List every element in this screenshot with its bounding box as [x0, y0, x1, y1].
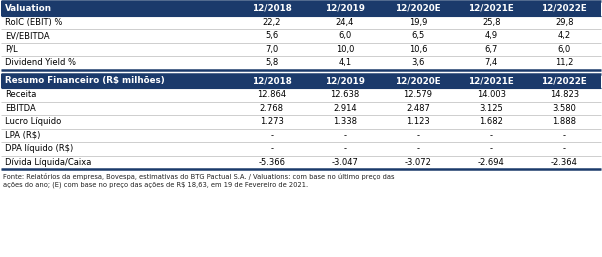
Bar: [1, 142, 601, 155]
Text: Lucro Líquido: Lucro Líquido: [5, 117, 61, 126]
Bar: [1, 88, 601, 102]
Text: 12/2019: 12/2019: [325, 4, 365, 13]
Text: LPA (R$): LPA (R$): [5, 131, 40, 140]
Text: 2.768: 2.768: [259, 104, 284, 113]
Text: -: -: [343, 131, 346, 140]
Text: -: -: [417, 131, 420, 140]
Text: EV/EBITDA: EV/EBITDA: [5, 31, 49, 40]
Text: 12.579: 12.579: [403, 90, 432, 99]
Text: 11,2: 11,2: [555, 58, 574, 67]
Text: 12/2018: 12/2018: [252, 4, 291, 13]
Text: 24,4: 24,4: [335, 18, 354, 27]
Text: RoIC (EBIT) %: RoIC (EBIT) %: [5, 18, 63, 27]
Text: -: -: [343, 144, 346, 153]
Text: 2.914: 2.914: [333, 104, 356, 113]
Bar: [1, 42, 601, 56]
Text: 6,0: 6,0: [558, 45, 571, 54]
Text: 5,6: 5,6: [265, 31, 278, 40]
Text: 12/2019: 12/2019: [325, 76, 365, 85]
Text: -5.366: -5.366: [258, 158, 285, 167]
Text: Dívida Líquida/Caixa: Dívida Líquida/Caixa: [5, 158, 92, 167]
Bar: [1, 128, 601, 142]
Text: 4,1: 4,1: [338, 58, 352, 67]
Bar: [1, 115, 601, 128]
Text: 7,4: 7,4: [485, 58, 498, 67]
Text: 2.487: 2.487: [406, 104, 430, 113]
Text: 5,8: 5,8: [265, 58, 278, 67]
Text: 12/2021E: 12/2021E: [468, 4, 514, 13]
Text: 3.125: 3.125: [479, 104, 503, 113]
Bar: [1, 15, 601, 29]
Text: 6,7: 6,7: [485, 45, 498, 54]
Bar: [1, 102, 601, 115]
Text: -2.694: -2.694: [478, 158, 504, 167]
Text: 6,5: 6,5: [411, 31, 424, 40]
Text: 1.682: 1.682: [479, 117, 503, 126]
Text: ações do ano; (E) com base no preço das ações de R$ 18,63, em 19 de Fevereiro de: ações do ano; (E) com base no preço das …: [3, 182, 308, 188]
Text: -: -: [417, 144, 420, 153]
Text: 1.273: 1.273: [259, 117, 284, 126]
Text: 14.003: 14.003: [477, 90, 506, 99]
Text: -: -: [270, 144, 273, 153]
Text: 1.123: 1.123: [406, 117, 430, 126]
Text: EBITDA: EBITDA: [5, 104, 36, 113]
Text: -: -: [270, 131, 273, 140]
Text: -3.072: -3.072: [405, 158, 432, 167]
Text: Dividend Yield %: Dividend Yield %: [5, 58, 76, 67]
Text: 19,9: 19,9: [409, 18, 427, 27]
Text: 12/2018: 12/2018: [252, 76, 291, 85]
Text: 3,6: 3,6: [411, 58, 424, 67]
Text: 1.338: 1.338: [333, 117, 357, 126]
Text: 1.888: 1.888: [553, 117, 576, 126]
Text: 29,8: 29,8: [555, 18, 574, 27]
Text: 12/2020E: 12/2020E: [395, 4, 441, 13]
Text: 25,8: 25,8: [482, 18, 500, 27]
Text: Receita: Receita: [5, 90, 36, 99]
Text: P/L: P/L: [5, 45, 17, 54]
Text: 10,6: 10,6: [409, 45, 427, 54]
Text: -2.364: -2.364: [551, 158, 578, 167]
Bar: [1, 29, 601, 42]
Text: 3.580: 3.580: [553, 104, 576, 113]
Text: 6,0: 6,0: [338, 31, 352, 40]
Text: 12/2022E: 12/2022E: [542, 4, 588, 13]
Bar: [1, 155, 601, 169]
Text: -: -: [489, 131, 492, 140]
Text: 4,9: 4,9: [485, 31, 498, 40]
Text: 12/2020E: 12/2020E: [395, 76, 441, 85]
Text: 22,2: 22,2: [262, 18, 281, 27]
Bar: [1, 74, 601, 88]
Text: DPA líquido (R$): DPA líquido (R$): [5, 144, 73, 153]
Text: 12.638: 12.638: [330, 90, 359, 99]
Text: 12.864: 12.864: [257, 90, 286, 99]
Text: Valuation: Valuation: [5, 4, 52, 13]
Text: -: -: [563, 144, 566, 153]
Text: Fonte: Relatórios da empresa, Bovespa, estimativas do BTG Pactual S.A. / Valuati: Fonte: Relatórios da empresa, Bovespa, e…: [3, 173, 394, 180]
Text: 12/2021E: 12/2021E: [468, 76, 514, 85]
Text: 14.823: 14.823: [550, 90, 579, 99]
Text: 7,0: 7,0: [265, 45, 278, 54]
Text: 4,2: 4,2: [558, 31, 571, 40]
Text: Resumo Financeiro (R$ milhões): Resumo Financeiro (R$ milhões): [5, 76, 165, 85]
Text: 10,0: 10,0: [335, 45, 354, 54]
Text: -: -: [563, 131, 566, 140]
Text: 12/2022E: 12/2022E: [542, 76, 588, 85]
Text: -: -: [489, 144, 492, 153]
Text: -3.047: -3.047: [331, 158, 358, 167]
Bar: [1, 1, 601, 15]
Bar: [1, 56, 601, 69]
